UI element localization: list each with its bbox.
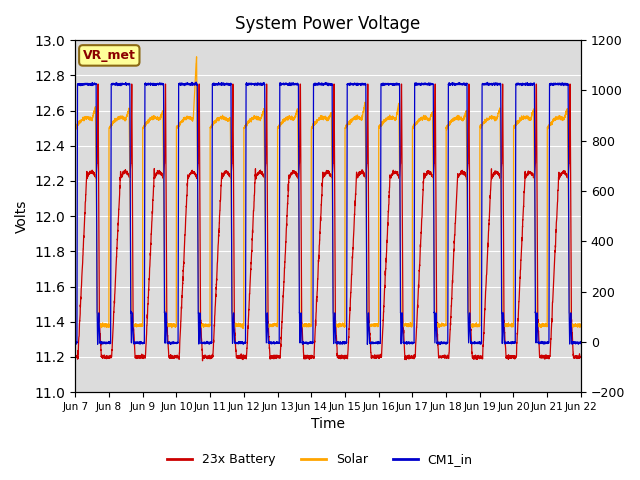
CM1_in (436, 342, 444, 348)
Solar (309, 123, 317, 129)
23x Battery (470, 353, 477, 359)
Solar (577, 322, 585, 328)
Text: VR_met: VR_met (83, 49, 136, 62)
Solar (239, 325, 247, 331)
CM1_in (72, 339, 79, 345)
Solar (193, 54, 200, 60)
CM1_in (163, 310, 170, 316)
CM1_in (577, 341, 585, 347)
23x Battery (577, 354, 584, 360)
Solar (72, 126, 79, 132)
23x Battery (577, 355, 585, 360)
Solar (163, 322, 170, 328)
Solar (470, 324, 477, 329)
23x Battery (413, 311, 421, 317)
CM1_in (413, 82, 421, 87)
Legend: 23x Battery, Solar, CM1_in: 23x Battery, Solar, CM1_in (163, 448, 477, 471)
23x Battery (309, 354, 317, 360)
CM1_in (577, 341, 584, 347)
Line: Solar: Solar (76, 57, 581, 328)
Title: System Power Voltage: System Power Voltage (236, 15, 420, 33)
23x Battery (198, 358, 206, 364)
23x Battery (72, 352, 79, 358)
Line: 23x Battery: 23x Battery (76, 84, 581, 361)
CM1_in (192, 79, 200, 85)
23x Battery (94, 81, 102, 87)
23x Battery (442, 353, 449, 359)
Solar (413, 119, 421, 125)
CM1_in (309, 340, 317, 346)
Line: CM1_in: CM1_in (76, 82, 581, 345)
Y-axis label: Volts: Volts (15, 199, 29, 233)
CM1_in (442, 340, 449, 346)
X-axis label: Time: Time (311, 418, 345, 432)
23x Battery (163, 211, 170, 216)
CM1_in (470, 339, 477, 345)
Solar (442, 321, 449, 327)
Solar (577, 323, 584, 328)
